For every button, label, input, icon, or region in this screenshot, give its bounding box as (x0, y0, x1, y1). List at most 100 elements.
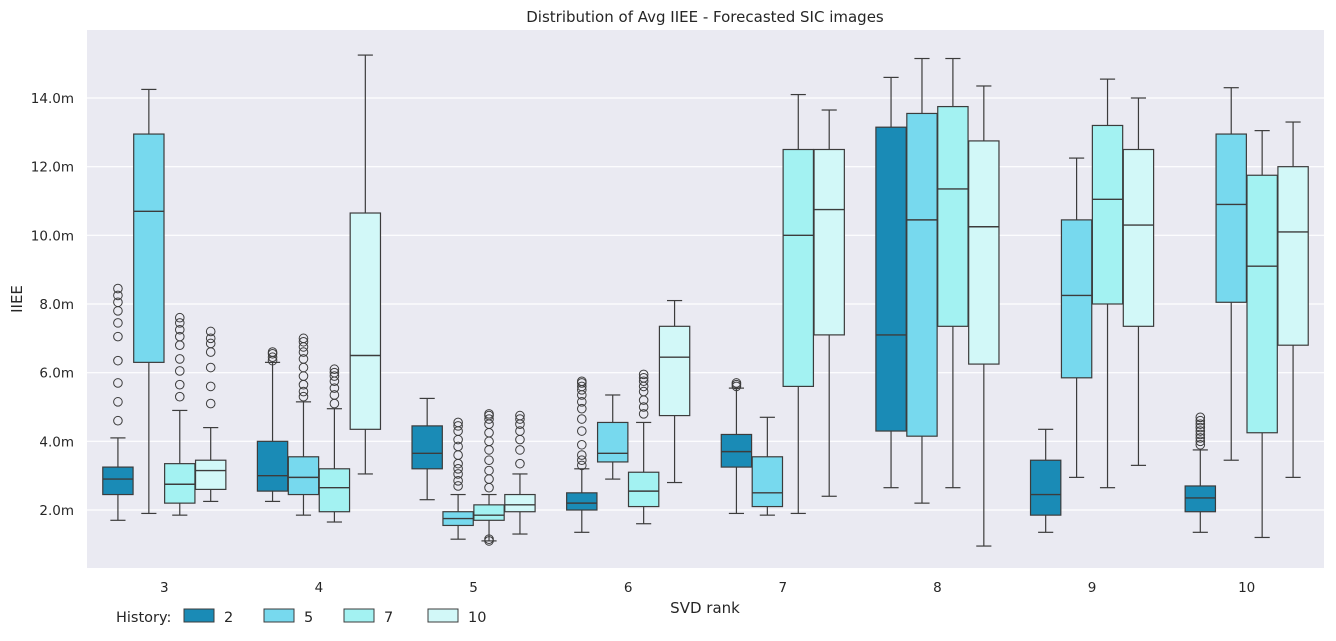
outlier-point (113, 290, 123, 301)
outlier-point (1195, 433, 1206, 443)
box-9-history-10 (1122, 97, 1155, 466)
y-tick-label: 8.0m (39, 297, 74, 313)
outlier-point (453, 441, 463, 452)
outlier-point (113, 415, 123, 426)
y-tick-label: 10.0m (31, 228, 74, 244)
box-body (318, 468, 351, 513)
legend-label: 5 (304, 610, 313, 626)
y-tick-label: 6.0m (39, 366, 74, 382)
box-groups (102, 54, 1309, 547)
outlier-point (1195, 415, 1206, 426)
outlier-point (638, 409, 649, 419)
box-9-history-7 (1091, 78, 1124, 489)
box-4-history-2 (256, 347, 289, 503)
outlier-point (174, 312, 185, 323)
outlier-point (113, 331, 123, 342)
box-10-history-7 (1246, 130, 1278, 539)
legend-swatch (183, 608, 215, 623)
outlier-point (638, 373, 649, 383)
outlier-point (515, 445, 525, 455)
outlier-point (1195, 439, 1206, 450)
box-7-history-10 (813, 109, 845, 497)
outlier-point (298, 333, 309, 344)
box-8-history-7 (937, 57, 969, 489)
box-6-history-5 (596, 394, 629, 480)
box-body (287, 456, 320, 496)
outlier-point (577, 397, 587, 407)
outlier-point (453, 469, 463, 479)
box-body (1122, 148, 1155, 327)
outlier-point (638, 369, 649, 380)
box-body (194, 459, 227, 491)
box-5-history-10 (504, 410, 536, 535)
outlier-point (484, 465, 494, 476)
outlier-point (1195, 429, 1206, 440)
box-10-history-10 (1277, 121, 1309, 478)
box-body (504, 493, 536, 513)
outlier-point (731, 378, 742, 388)
outlier-point (298, 354, 309, 364)
outlier-point (267, 347, 278, 357)
outlier-point (113, 355, 123, 366)
outlier-point (329, 371, 340, 381)
legend-label: 7 (384, 610, 393, 626)
box-6-history-2 (566, 376, 598, 533)
box-body (1060, 219, 1093, 379)
box-9-history-5 (1060, 157, 1093, 478)
x-axis-label: SVD rank (670, 599, 740, 617)
outlier-point (1195, 422, 1206, 433)
chart-title: Distribution of Avg IIEE - Forecasted SI… (526, 8, 884, 26)
box-3-history-10 (194, 326, 227, 503)
outlier-point (484, 455, 494, 466)
outlier-point (113, 297, 123, 308)
outlier-point (515, 458, 525, 469)
box-6-history-10 (658, 299, 691, 484)
outlier-point (298, 391, 309, 402)
box-3-history-7 (164, 312, 196, 516)
outlier-point (113, 378, 123, 388)
outlier-point (174, 391, 185, 402)
box-body (627, 471, 660, 508)
box-8-history-2 (875, 76, 907, 489)
box-4-history-7 (318, 364, 351, 523)
outlier-point (174, 318, 185, 328)
box-5-history-2 (411, 397, 443, 501)
box-body (720, 433, 753, 468)
box-8-history-10 (968, 85, 1000, 547)
outlier-point (453, 481, 463, 491)
box-body (1091, 124, 1124, 305)
x-tick-label: 8 (933, 580, 942, 596)
outlier-point (113, 318, 123, 328)
legend: History: 2 5 7 10 (116, 608, 486, 626)
outlier-point (298, 347, 309, 357)
box-4-history-10 (349, 54, 382, 475)
outlier-point (113, 397, 123, 407)
legend-item-7: 7 (343, 608, 393, 626)
x-tick-label: 7 (779, 580, 788, 596)
outlier-point (174, 379, 185, 390)
legend-swatch (263, 608, 295, 623)
outlier-point (329, 364, 340, 375)
outlier-point (638, 376, 649, 387)
legend-swatch (343, 608, 375, 623)
outlier-point (205, 381, 216, 392)
box-body (411, 425, 443, 470)
outlier-point (638, 386, 649, 397)
outlier-point (577, 376, 587, 387)
outlier-point (1195, 436, 1206, 447)
y-axis-label: IIEE (8, 285, 26, 313)
box-4-history-5 (287, 333, 320, 516)
y-tick-label: 2.0m (39, 503, 74, 519)
outlier-point (453, 417, 463, 428)
outlier-point (329, 367, 340, 378)
legend-item-2: 2 (183, 608, 233, 626)
legend-swatch (427, 608, 459, 623)
box-body (133, 133, 165, 363)
outlier-point (298, 386, 309, 397)
y-tick-label: 4.0m (39, 434, 74, 450)
box-10-history-5 (1215, 87, 1247, 461)
box-body (473, 504, 505, 521)
outlier-point (638, 402, 649, 412)
outlier-point (329, 390, 340, 400)
